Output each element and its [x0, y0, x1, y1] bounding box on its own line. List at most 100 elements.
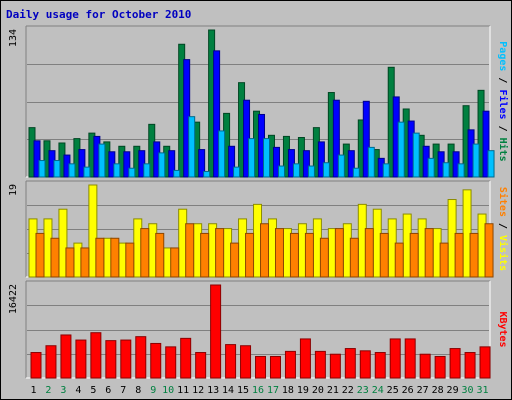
x-tick-label-day-6: 6 — [105, 385, 111, 396]
bottom-bar-kbytes-day-23 — [359, 350, 371, 379]
bottom-bar-kbytes-day-3 — [60, 334, 72, 379]
x-tick-label-day-15: 15 — [237, 385, 249, 396]
middle-bar-sites-day-9 — [155, 232, 165, 278]
bottom-bar-kbytes-day-10 — [165, 346, 177, 379]
top-bar-files-day-10 — [168, 150, 176, 178]
top-bar-pages-day-30 — [472, 143, 480, 178]
middle-legend-sites: Sites — [497, 187, 509, 217]
top-bar-files-day-23 — [362, 100, 370, 178]
top-bar-pages-day-28 — [442, 162, 450, 178]
x-tick-label-day-30: 30 — [462, 385, 474, 396]
bottom-bar-kbytes-day-1 — [30, 352, 42, 379]
top-bar-pages-day-24 — [382, 163, 390, 178]
x-tick-label-day-24: 24 — [372, 385, 384, 396]
top-bar-pages-day-27 — [427, 157, 435, 178]
x-tick-label-day-29: 29 — [447, 385, 459, 396]
top-bar-pages-day-29 — [457, 163, 465, 178]
x-tick-label-day-31: 31 — [476, 385, 488, 396]
top-bar-pages-day-18 — [292, 163, 300, 178]
x-tick-label-day-7: 7 — [120, 385, 126, 396]
top-bar-files-day-14 — [228, 145, 236, 178]
middle-bar-sites-day-17 — [274, 228, 284, 278]
middle-legend-separator: / — [497, 217, 508, 235]
bottom-side-label: KBytes — [497, 311, 508, 347]
top-bar-pages-day-17 — [277, 165, 285, 178]
bottom-bar-kbytes-day-4 — [75, 339, 87, 379]
x-tick-label-day-27: 27 — [417, 385, 429, 396]
middle-bar-sites-day-6 — [110, 237, 120, 278]
x-tick-label-day-5: 5 — [90, 385, 96, 396]
top-bar-pages-day-14 — [233, 166, 241, 178]
bottom-bar-kbytes-day-5 — [90, 332, 102, 379]
x-tick-label-day-1: 1 — [30, 385, 36, 396]
bottom-bar-kbytes-day-30 — [464, 352, 476, 379]
top-side-label: Pages / Files / Hits — [497, 41, 509, 161]
x-tick-label-day-13: 13 — [207, 385, 219, 396]
top-legend-pages: Pages — [497, 41, 508, 71]
bottom-bar-kbytes-day-17 — [269, 355, 281, 379]
top-bar-files-day-18 — [287, 149, 295, 178]
middle-bar-sites-day-21 — [334, 228, 344, 278]
bottom-bar-kbytes-day-15 — [240, 345, 252, 379]
middle-bar-sites-day-1 — [35, 232, 45, 278]
top-legend-files: Files — [497, 89, 509, 119]
top-bar-pages-day-10 — [173, 169, 181, 178]
top-bar-pages-day-20 — [322, 162, 330, 178]
top-bar-pages-day-19 — [307, 165, 315, 178]
top-bar-pages-day-12 — [203, 171, 211, 178]
bottom-bar-kbytes-day-31 — [479, 346, 491, 379]
middle-bar-sites-day-7 — [125, 242, 135, 278]
x-tick-label-day-19: 19 — [297, 385, 309, 396]
top-bar-pages-day-1 — [38, 160, 46, 178]
middle-ymax-label: 19 — [8, 184, 19, 196]
bottom-bar-kbytes-day-29 — [449, 348, 461, 379]
bottom-bar-kbytes-day-11 — [180, 337, 192, 379]
top-bar-pages-day-7 — [128, 167, 136, 178]
x-tick-label-day-12: 12 — [192, 385, 204, 396]
bottom-bar-kbytes-day-27 — [419, 353, 431, 379]
middle-bar-sites-day-4 — [80, 247, 90, 278]
middle-bar-sites-day-23 — [364, 228, 374, 278]
top-bar-pages-day-21 — [337, 154, 345, 178]
x-tick-label-day-28: 28 — [432, 385, 444, 396]
top-bar-pages-day-4 — [83, 166, 91, 178]
top-bar-files-day-13 — [213, 50, 221, 178]
bottom-bar-kbytes-day-7 — [120, 339, 132, 379]
middle-bar-sites-day-28 — [439, 242, 449, 278]
top-bar-files-day-4 — [78, 149, 86, 178]
top-bar-pages-day-25 — [397, 121, 405, 178]
top-bar-files-day-19 — [302, 150, 310, 178]
x-tick-label-day-11: 11 — [177, 385, 189, 396]
middle-bar-sites-day-24 — [379, 232, 389, 278]
top-ymax-label: 134 — [8, 29, 19, 47]
top-legend-separator: / — [497, 120, 508, 138]
bottom-bar-kbytes-day-16 — [255, 355, 267, 379]
bottom-bar-kbytes-day-21 — [329, 353, 341, 379]
bottom-legend-kbytes: KBytes — [497, 311, 508, 347]
x-tick-label-day-18: 18 — [282, 385, 294, 396]
middle-bar-sites-day-11 — [185, 223, 195, 278]
middle-bar-sites-day-5 — [95, 237, 105, 278]
top-bar-files-day-22 — [347, 150, 355, 178]
middle-bar-sites-day-2 — [50, 237, 60, 278]
top-legend-separator: / — [497, 71, 508, 89]
middle-bar-sites-day-14 — [230, 242, 240, 278]
middle-bar-sites-day-31 — [484, 223, 494, 278]
middle-bar-sites-day-20 — [319, 237, 329, 278]
top-bar-files-day-12 — [198, 149, 206, 178]
middle-bar-sites-day-10 — [170, 247, 180, 278]
bottom-bar-kbytes-day-28 — [434, 355, 446, 379]
middle-bar-visits-day-5 — [88, 184, 98, 278]
top-bar-files-day-31 — [482, 110, 490, 178]
top-bar-pages-day-22 — [352, 167, 360, 178]
bottom-bar-kbytes-day-8 — [135, 336, 147, 379]
x-tick-label-day-14: 14 — [222, 385, 234, 396]
middle-bar-sites-day-30 — [469, 232, 479, 278]
top-bar-pages-day-26 — [412, 132, 420, 178]
top-bar-pages-day-13 — [218, 130, 226, 178]
x-tick-label-day-21: 21 — [327, 385, 339, 396]
x-tick-label-day-4: 4 — [75, 385, 81, 396]
x-tick-label-day-9: 9 — [150, 385, 156, 396]
x-tick-label-day-26: 26 — [402, 385, 414, 396]
